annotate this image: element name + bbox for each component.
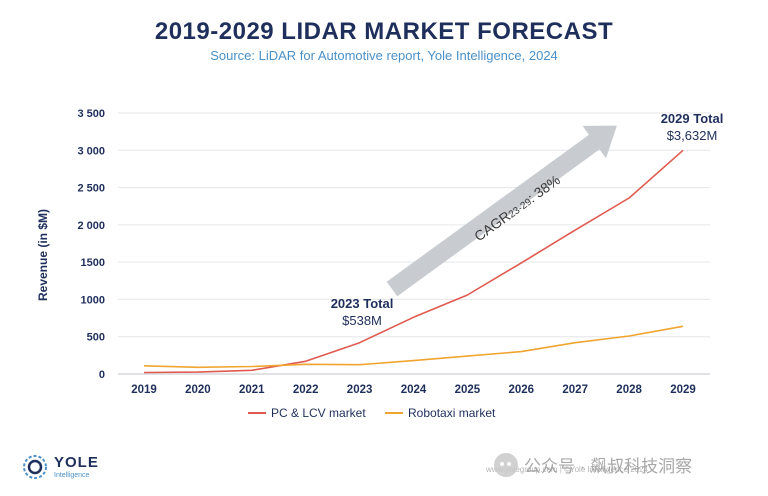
yole-logo-icon	[23, 455, 47, 479]
x-tick-label: 2021	[239, 384, 265, 396]
chart-title: 2019-2029 LIDAR MARKET FORECAST	[154, 18, 614, 45]
x-tick-labels: 2019 2020 2021 2022 2023 2024 2025 2026 2027 2028…	[131, 384, 696, 396]
total-2029-value: $3,632M	[667, 128, 718, 143]
annotation-2029: 2029 Total $3,632M	[661, 111, 724, 143]
total-2023-value: $538M	[342, 313, 382, 328]
y-tick-label: 2 500	[77, 183, 105, 195]
x-tick-label: 2023	[347, 384, 373, 396]
logo-main-text: YOLE	[54, 454, 99, 471]
y-tick-label: 3 500	[77, 108, 105, 120]
y-tick-label: 1000	[81, 294, 105, 306]
annotation-2023: 2023 Total $538M	[331, 296, 394, 328]
grid-lines	[118, 112, 710, 375]
wechat-watermark: 公众号 · 飙叔科技洞察	[494, 452, 692, 477]
total-2023-label: 2023 Total	[331, 296, 394, 311]
wechat-icon	[494, 452, 518, 477]
legend-label-robotaxi: Robotaxi market	[408, 406, 496, 420]
y-tick-labels: 0 500 1000 1500 2 000 2 500 3 000 3 500	[77, 108, 105, 381]
y-tick-label: 500	[87, 332, 105, 344]
series-line-pc-lcv	[143, 149, 684, 374]
y-tick-label: 1500	[81, 257, 105, 269]
x-tick-label: 2025	[455, 384, 481, 396]
y-tick-label: 0	[99, 369, 105, 381]
x-tick-label: 2026	[509, 384, 535, 396]
x-tick-label: 2022	[293, 384, 319, 396]
logo-sub-text: Intelligence	[54, 472, 90, 479]
series-lines	[143, 149, 684, 374]
yole-logo: YOLE Intelligence	[22, 454, 99, 480]
x-tick-label: 2019	[131, 384, 157, 396]
cagr-arrow: CAGR23-29: 38%	[386, 125, 617, 297]
x-tick-label: 2027	[562, 384, 588, 396]
cagr-label: CAGR23-29: 38%	[471, 172, 563, 245]
watermark-text: 公众号 · 飙叔科技洞察	[524, 457, 693, 476]
legend: PC & LCV market Robotaxi market	[248, 406, 496, 420]
x-tick-label: 2020	[185, 384, 211, 396]
y-axis-label: Revenue (in $M)	[36, 209, 50, 301]
x-tick-label: 2029	[670, 384, 696, 396]
legend-label-pc-lcv: PC & LCV market	[271, 406, 366, 420]
x-tick-label: 2028	[616, 384, 642, 396]
y-tick-label: 3 000	[77, 145, 105, 157]
y-tick-label: 2 000	[77, 220, 105, 232]
series-line-robotaxi	[143, 325, 684, 369]
footer-source: www.yolegroup.com | ©Yole Intelligence 2…	[486, 465, 648, 474]
chart-subtitle: Source: LiDAR for Automotive report, Yol…	[210, 48, 558, 63]
x-tick-label: 2024	[401, 384, 427, 396]
cagr-arrow-shape	[386, 125, 617, 297]
total-2029-label: 2029 Total	[661, 111, 724, 126]
